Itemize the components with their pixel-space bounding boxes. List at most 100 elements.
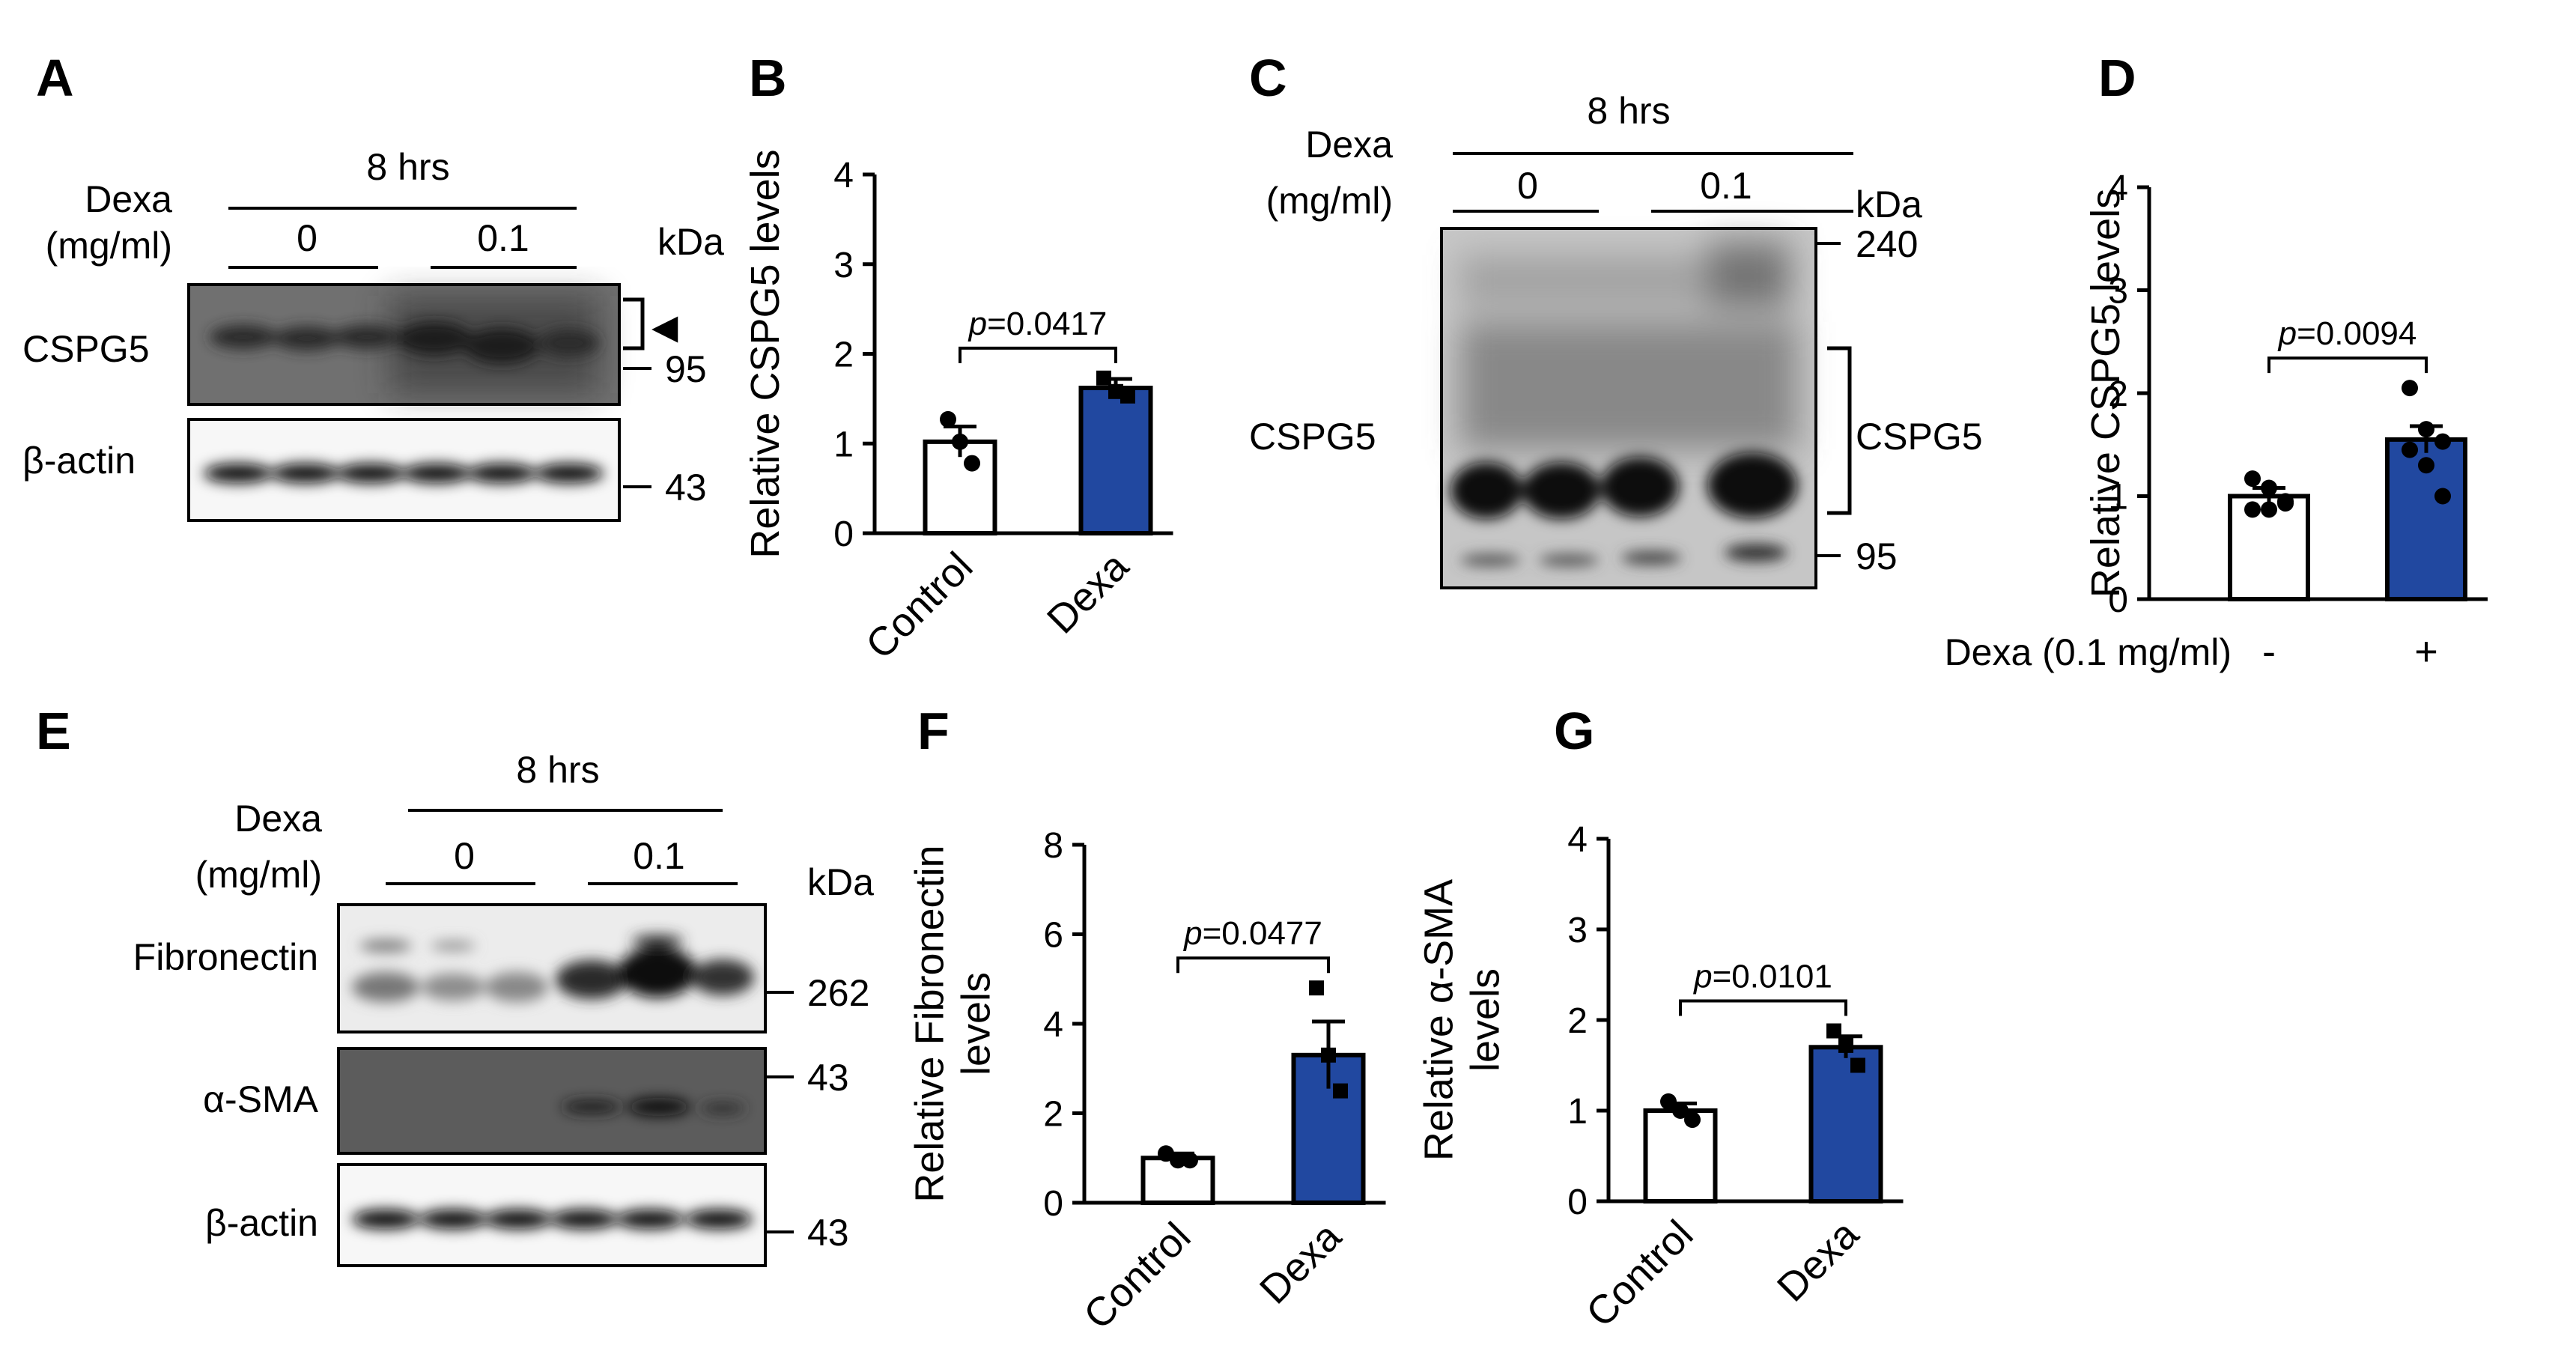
kda-label-c: kDa xyxy=(1856,183,1922,225)
data-point xyxy=(1850,1057,1865,1073)
data-point xyxy=(952,433,968,450)
marker-95-c: 95 xyxy=(1856,535,1898,577)
x-category-label: Dexa xyxy=(1769,1211,1868,1310)
x-axis-title: Dexa (0.1 mg/ml) xyxy=(1945,631,2232,673)
alpha-sma-row-label: α-SMA xyxy=(203,1078,319,1120)
data-point xyxy=(1333,1083,1348,1099)
blot-panel-a: 8 hrs Dexa (mg/ml) 0 0.1 kDa CSPG5 ◀ 95 … xyxy=(22,146,724,522)
dose-high-label-e: 0.1 xyxy=(633,835,685,877)
y-tick-label: 1 xyxy=(2108,478,2128,517)
panel-label-f: F xyxy=(917,702,950,760)
p-value-label: p=0.0417 xyxy=(967,306,1108,342)
x-category-label: - xyxy=(2262,629,2276,674)
x-category-label: Dexa xyxy=(1251,1213,1350,1312)
bar xyxy=(1808,1045,1883,1204)
x-category-label: Control xyxy=(857,544,982,668)
cspg5-row-label-c: CSPG5 xyxy=(1249,416,1376,458)
significance-bracket xyxy=(1679,999,1847,1016)
y-tick-label: 2 xyxy=(2108,374,2128,414)
y-axis-title: Relative α-SMAlevels xyxy=(1417,879,1508,1161)
data-point xyxy=(2402,441,2418,458)
panel-label-g: G xyxy=(1554,702,1594,760)
marker-262: 262 xyxy=(807,972,869,1014)
time-label-c: 8 hrs xyxy=(1587,90,1670,132)
data-point xyxy=(1660,1093,1677,1110)
panel-label-a: A xyxy=(36,49,74,107)
fibronectin-row-label: Fibronectin xyxy=(133,936,318,978)
dose-low-label: 0 xyxy=(297,217,318,259)
treatment-label-c: Dexa xyxy=(1305,124,1393,166)
data-point xyxy=(964,455,980,472)
arrowhead-icon: ◀ xyxy=(651,307,678,346)
cspg5-bracket-c xyxy=(1827,346,1852,515)
x-category-label: Control xyxy=(1075,1214,1200,1338)
p-value-label: p=0.0101 xyxy=(1692,959,1832,995)
y-tick-label: 0 xyxy=(833,514,854,554)
x-category-label: Dexa xyxy=(1039,543,1137,642)
y-axis-title: Relative CSPG5 levels xyxy=(743,149,788,558)
alpha-sma-blot xyxy=(337,1047,767,1155)
treatment-unit-label-e: (mg/ml) xyxy=(195,854,322,896)
data-point xyxy=(1321,1047,1336,1063)
y-tick-label: 4 xyxy=(833,156,854,195)
data-point xyxy=(1838,1037,1853,1053)
y-tick-label: 8 xyxy=(1043,826,1063,866)
treatment-unit-label-c: (mg/ml) xyxy=(1266,180,1393,222)
y-tick-label: 4 xyxy=(1567,820,1588,860)
y-tick-label: 4 xyxy=(1043,1005,1063,1045)
marker-95-a: 95 xyxy=(665,348,707,390)
y-tick-label: 2 xyxy=(833,336,854,375)
treatment-label: Dexa xyxy=(85,178,172,220)
data-point xyxy=(2418,421,2434,438)
y-tick-label: 2 xyxy=(1043,1095,1063,1135)
bar xyxy=(1643,1108,1718,1203)
data-point xyxy=(2244,470,2261,488)
beta-actin-row-label: β-actin xyxy=(22,440,136,482)
blot-panel-e: 8 hrs Dexa (mg/ml) 0 0.1 kDa Fibronectin… xyxy=(133,749,874,1267)
panel-label-b: B xyxy=(749,49,787,107)
kda-label-e: kDa xyxy=(807,861,874,903)
y-tick-label: 0 xyxy=(2108,580,2128,620)
kda-label: kDa xyxy=(657,221,724,263)
band-bracket xyxy=(623,297,645,350)
data-point xyxy=(1170,1152,1186,1169)
data-point xyxy=(1182,1152,1198,1169)
data-point xyxy=(1096,370,1111,386)
data-point xyxy=(2277,495,2294,512)
marker-240: 240 xyxy=(1856,223,1918,265)
significance-bracket xyxy=(1176,956,1330,974)
y-tick-label: 3 xyxy=(1567,911,1588,950)
data-point xyxy=(1672,1102,1689,1119)
panel-label-e: E xyxy=(36,702,71,760)
y-tick-label: 4 xyxy=(2108,169,2128,208)
cspg5-row-label: CSPG5 xyxy=(22,328,150,370)
bar-chart-f: 0 2 4 6 8 Relative Fibronectinlevels Control De… xyxy=(908,826,1386,1338)
data-point xyxy=(2261,501,2277,518)
marker-43-e2: 43 xyxy=(807,1212,849,1254)
data-point xyxy=(2418,457,2434,474)
data-point xyxy=(2434,433,2451,450)
y-tick-label: 2 xyxy=(1567,1001,1588,1041)
blot-panel-c: 8 hrs Dexa (mg/ml) 0 0.1 kDa 240 CSPG5 C xyxy=(1249,90,1983,589)
y-tick-label: 1 xyxy=(833,425,854,464)
data-point xyxy=(2261,479,2277,497)
cspg5-bracket-label: CSPG5 xyxy=(1856,416,1983,458)
treatment-unit-label: (mg/ml) xyxy=(46,225,172,267)
bar xyxy=(1078,386,1153,535)
panel-label-d: D xyxy=(2098,49,2136,107)
dose-low-label-c: 0 xyxy=(1517,165,1538,207)
data-point xyxy=(1158,1145,1174,1162)
x-category-label: Control xyxy=(1578,1212,1702,1336)
marker-43-e1: 43 xyxy=(807,1057,849,1099)
y-tick-label: 0 xyxy=(1567,1183,1588,1222)
bar-chart-g: 0 1 2 3 4 Relative α-SMAlevels Control Dexa p=0.… xyxy=(1417,820,1904,1336)
data-point xyxy=(2244,501,2261,518)
x-category-label: + xyxy=(2414,629,2438,674)
data-point xyxy=(1108,383,1123,399)
p-value-label: p=0.0477 xyxy=(1182,915,1322,952)
panel-label-c: C xyxy=(1249,49,1287,107)
y-tick-label: 3 xyxy=(833,246,854,285)
time-label: 8 hrs xyxy=(366,146,449,188)
